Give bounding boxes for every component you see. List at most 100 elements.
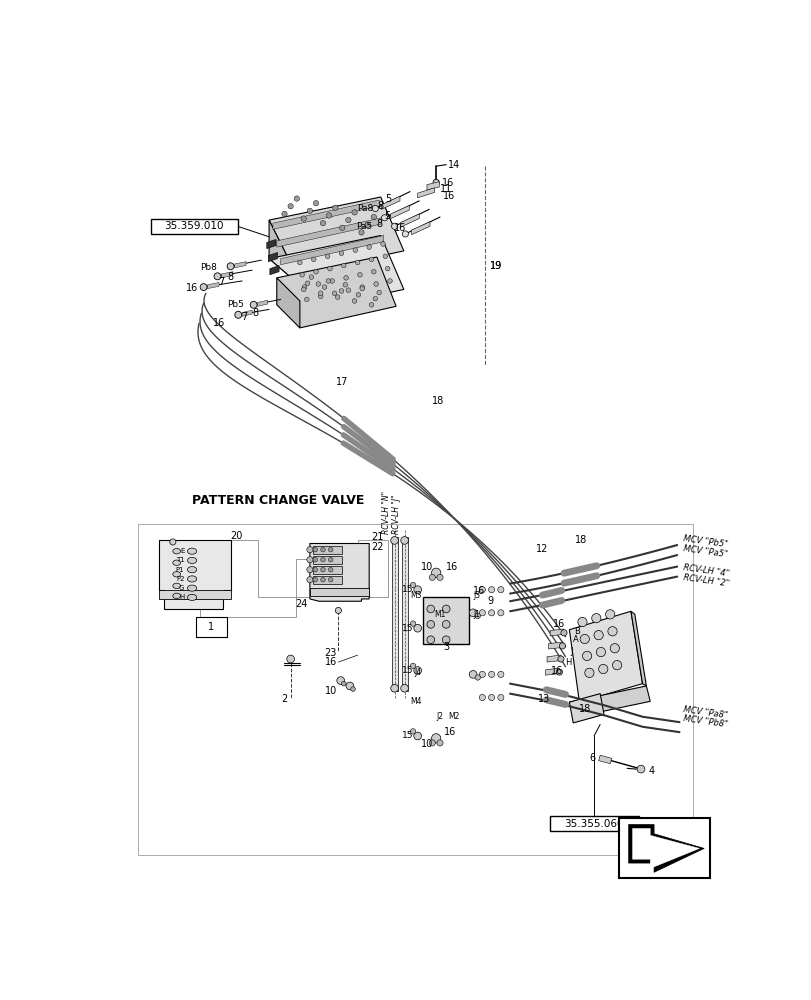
Circle shape — [497, 587, 504, 593]
Circle shape — [341, 681, 345, 686]
Circle shape — [474, 675, 480, 680]
Circle shape — [307, 577, 312, 583]
Circle shape — [431, 734, 440, 743]
Circle shape — [478, 587, 485, 593]
Polygon shape — [257, 300, 267, 306]
Polygon shape — [312, 546, 341, 554]
Circle shape — [312, 547, 317, 552]
Text: 16: 16 — [473, 586, 485, 596]
Circle shape — [598, 664, 607, 674]
Circle shape — [387, 279, 392, 283]
Text: B: B — [573, 627, 579, 636]
Polygon shape — [381, 196, 400, 209]
Circle shape — [390, 684, 398, 692]
Circle shape — [304, 297, 309, 302]
Polygon shape — [272, 200, 379, 229]
Circle shape — [359, 285, 364, 289]
Text: H: H — [179, 594, 184, 600]
Circle shape — [305, 281, 310, 286]
Circle shape — [320, 547, 325, 552]
Text: 15: 15 — [401, 732, 413, 740]
Text: RCV-LH "4": RCV-LH "4" — [682, 563, 729, 578]
Polygon shape — [417, 188, 434, 198]
Circle shape — [442, 636, 449, 644]
Circle shape — [342, 282, 347, 287]
Polygon shape — [550, 629, 564, 636]
Circle shape — [326, 279, 330, 283]
Text: T1: T1 — [175, 557, 184, 563]
Bar — [151, 219, 237, 234]
Text: 16: 16 — [551, 666, 563, 676]
Circle shape — [429, 574, 435, 580]
Circle shape — [410, 729, 415, 734]
Circle shape — [299, 272, 304, 277]
Text: M3: M3 — [410, 591, 421, 600]
Polygon shape — [427, 182, 439, 190]
Text: Pa8: Pa8 — [357, 204, 373, 213]
Text: MCV "Pb8": MCV "Pb8" — [682, 715, 727, 730]
Circle shape — [307, 567, 312, 573]
Circle shape — [429, 740, 435, 746]
Text: 19: 19 — [490, 261, 502, 271]
Circle shape — [315, 282, 320, 286]
Polygon shape — [569, 694, 603, 723]
Text: 12: 12 — [535, 544, 548, 554]
Circle shape — [414, 624, 421, 632]
Circle shape — [356, 292, 360, 297]
Text: 8: 8 — [377, 201, 384, 211]
Circle shape — [351, 210, 357, 215]
Circle shape — [355, 260, 359, 265]
Text: 19: 19 — [490, 261, 502, 271]
Circle shape — [357, 272, 362, 277]
Bar — [138, 524, 692, 855]
Circle shape — [414, 667, 421, 674]
Circle shape — [436, 574, 443, 580]
Circle shape — [345, 682, 354, 690]
Text: 16: 16 — [212, 318, 225, 328]
Text: 20: 20 — [230, 531, 242, 541]
Circle shape — [327, 266, 332, 271]
Polygon shape — [401, 214, 418, 227]
Text: MCV "Pa5": MCV "Pa5" — [682, 544, 727, 559]
Polygon shape — [281, 235, 384, 265]
Circle shape — [385, 266, 389, 271]
Text: 16: 16 — [443, 191, 455, 201]
Circle shape — [577, 617, 586, 627]
Text: 7: 7 — [241, 312, 247, 322]
Circle shape — [414, 586, 421, 594]
Text: 15: 15 — [401, 624, 413, 633]
Circle shape — [320, 577, 325, 582]
Circle shape — [234, 311, 242, 318]
Circle shape — [341, 263, 345, 268]
Ellipse shape — [187, 594, 196, 600]
Polygon shape — [267, 239, 276, 249]
Polygon shape — [390, 205, 409, 219]
Text: A: A — [572, 635, 577, 644]
Circle shape — [474, 613, 480, 619]
Polygon shape — [242, 310, 252, 316]
Circle shape — [607, 627, 616, 636]
Text: PATTERN CHANGE VALVE: PATTERN CHANGE VALVE — [192, 494, 364, 507]
Text: 18: 18 — [574, 535, 586, 545]
Polygon shape — [545, 668, 559, 675]
Circle shape — [431, 568, 440, 577]
Ellipse shape — [187, 567, 196, 573]
Circle shape — [335, 607, 341, 614]
Circle shape — [401, 537, 408, 544]
Circle shape — [579, 634, 589, 644]
Circle shape — [250, 301, 257, 308]
Polygon shape — [268, 220, 296, 282]
Circle shape — [637, 765, 644, 773]
Text: 16: 16 — [186, 283, 198, 293]
Circle shape — [594, 631, 603, 640]
Polygon shape — [268, 235, 403, 312]
Bar — [195, 617, 226, 637]
Bar — [423, 597, 469, 644]
Polygon shape — [277, 278, 299, 328]
Polygon shape — [569, 686, 650, 718]
Polygon shape — [221, 272, 233, 278]
Circle shape — [301, 287, 306, 292]
Polygon shape — [268, 197, 403, 274]
Circle shape — [227, 263, 234, 270]
Ellipse shape — [173, 560, 180, 565]
